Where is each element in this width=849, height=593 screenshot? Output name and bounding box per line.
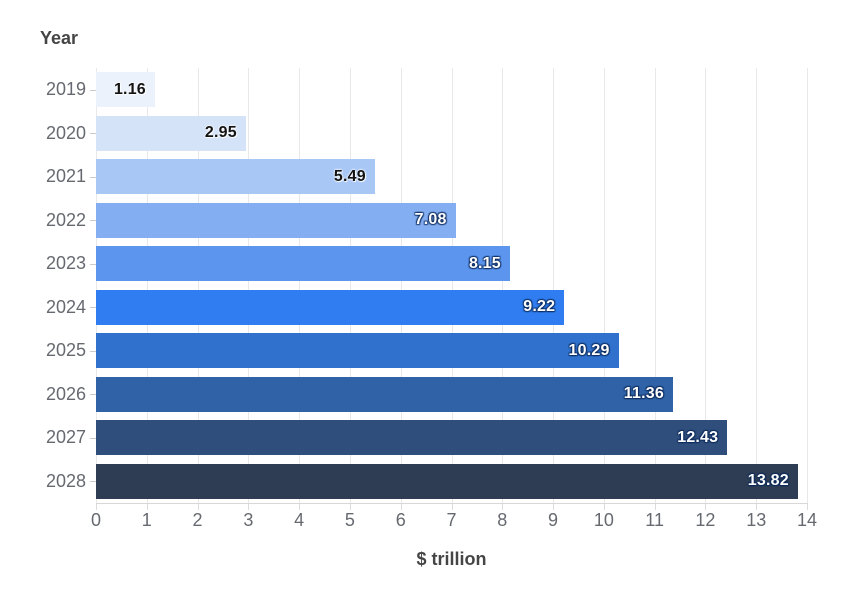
bar-2023: 8.15: [96, 246, 510, 282]
x-axis-tick-12: [705, 504, 707, 510]
gridline-x-8: [502, 68, 504, 503]
gridline-x-14: [807, 68, 808, 503]
bar-value-label-2019: 1.16: [113, 80, 146, 98]
x-tick-label-10: 10: [593, 510, 614, 530]
gridline-x-10: [603, 68, 605, 503]
x-axis-tick-2: [197, 504, 199, 510]
y-axis-tick-2025: [90, 351, 96, 352]
bar-value-label-2028: 13.82: [747, 472, 789, 490]
gridline-x-4: [299, 68, 301, 503]
y-tick-label-2024: 2024: [45, 296, 86, 317]
y-tick-label-2019: 2019: [45, 79, 86, 99]
x-axis-tick-11: [654, 504, 656, 510]
gridline-x-11: [654, 68, 656, 503]
bar-value-label-2020: 2.95: [204, 124, 237, 142]
y-axis-tick-2021: [90, 177, 96, 178]
bar-2022: 7.08: [96, 202, 456, 238]
x-axis-tick-14: [807, 504, 808, 510]
x-axis-tick-4: [299, 504, 301, 510]
gridline-x-9: [553, 68, 555, 503]
x-tick-label-11: 11: [645, 510, 664, 530]
x-tick-label-0: 0: [90, 510, 101, 530]
bar-value-label-2027: 12.43: [677, 428, 719, 446]
gridline-x-0: [96, 68, 97, 503]
x-axis-tick-5: [349, 504, 351, 510]
y-tick-label-2028: 2028: [45, 470, 86, 491]
y-tick-label-2023: 2023: [45, 253, 86, 273]
plot-area: 1.16 2.95 5.49 7.08 8.15 9.22 10.29 11.36 12.43 1…: [96, 68, 808, 503]
x-tick-label-2: 2: [192, 510, 203, 530]
bar-value-label-2022: 7.08: [414, 211, 447, 229]
x-axis-tick-13: [756, 504, 758, 510]
x-tick-label-6: 6: [395, 510, 406, 530]
x-tick-label-8: 8: [497, 510, 508, 530]
gridline-x-5: [349, 68, 351, 503]
y-tick-label-2022: 2022: [45, 209, 86, 230]
bar-value-label-2024: 9.22: [523, 298, 556, 316]
gridline-x-12: [705, 68, 707, 503]
x-tick-label-1: 1: [141, 510, 152, 530]
gridline-x-2: [197, 68, 199, 503]
y-tick-label-2026: 2026: [45, 383, 86, 404]
x-axis-tick-1: [146, 504, 148, 510]
bar-2025: 10.29: [96, 333, 619, 369]
y-tick-label-2021: 2021: [45, 166, 86, 186]
gridline-x-1: [146, 68, 148, 503]
x-axis-tick-6: [400, 504, 402, 510]
x-tick-label-12: 12: [695, 510, 716, 530]
gridline-x-6: [400, 68, 402, 503]
x-axis-tick-9: [553, 504, 555, 510]
y-axis-tick-2028: [90, 481, 96, 482]
y-axis-title: Year: [40, 28, 79, 48]
bar-2020: 2.95: [96, 115, 246, 151]
bar-value-label-2026: 11.36: [623, 385, 664, 403]
y-tick-label-2020: 2020: [45, 122, 86, 143]
x-axis-line: [96, 503, 808, 504]
y-axis-tick-2024: [90, 307, 96, 308]
bar-value-label-2023: 8.15: [468, 254, 501, 272]
bar-value-label-2025: 10.29: [568, 341, 610, 359]
y-tick-label-2025: 2025: [45, 340, 86, 360]
gridline-x-3: [248, 68, 250, 503]
x-tick-label-5: 5: [344, 510, 355, 530]
y-axis-tick-2020: [90, 133, 96, 134]
x-tick-label-9: 9: [548, 510, 559, 530]
x-tick-label-4: 4: [294, 510, 305, 530]
x-axis-tick-3: [248, 504, 250, 510]
y-axis-tick-2026: [90, 394, 96, 395]
x-tick-label-13: 13: [746, 510, 767, 530]
x-tick-label-3: 3: [243, 510, 254, 530]
bar-2024: 9.22: [96, 289, 565, 325]
y-axis-tick-2027: [90, 438, 96, 439]
x-axis-title: $ trillion: [416, 549, 487, 569]
bar-2027: 12.43: [96, 420, 728, 456]
y-axis-tick-2019: [90, 90, 96, 91]
gridline-x-13: [756, 68, 758, 503]
x-axis-tick-8: [502, 504, 504, 510]
bar-2021: 5.49: [96, 159, 375, 195]
x-tick-label-14: 14: [796, 510, 818, 530]
x-tick-label-7: 7: [446, 510, 457, 530]
bar-2028: 13.82: [96, 463, 798, 499]
bar-2026: 11.36: [96, 376, 673, 412]
gridline-x-7: [451, 68, 453, 503]
y-tick-label-2027: 2027: [45, 427, 86, 447]
x-axis-tick-10: [603, 504, 605, 510]
x-axis-tick-0: [96, 504, 97, 510]
bar-2019: 1.16: [96, 72, 155, 108]
y-axis-tick-2023: [90, 264, 96, 265]
x-axis-tick-7: [451, 504, 453, 510]
y-axis-tick-2022: [90, 220, 96, 221]
bar-value-label-2021: 5.49: [333, 167, 366, 185]
